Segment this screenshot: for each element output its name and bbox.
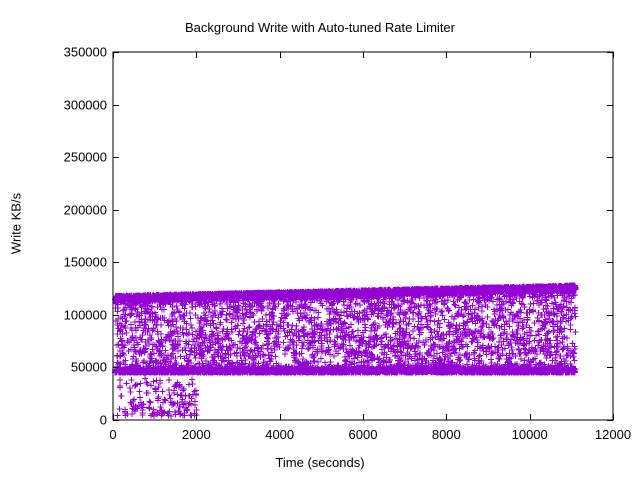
y-tick-label: 350000 — [63, 44, 107, 60]
axis-frame-layer — [112, 51, 614, 421]
x-tick-label: 6000 — [348, 427, 378, 442]
x-tick-label: 0 — [109, 427, 117, 442]
x-axis-title: Time (seconds) — [275, 455, 365, 470]
y-tick-label: 200000 — [63, 202, 107, 218]
scatter-points-layer — [112, 282, 579, 419]
x-tick-label: 2000 — [181, 427, 211, 442]
axis-ticks — [113, 52, 614, 421]
x-tick-label: 12000 — [594, 427, 632, 442]
x-tick-label: 4000 — [265, 427, 295, 442]
y-tick-label: 100000 — [63, 307, 107, 323]
y-tick-label: 0 — [99, 412, 107, 428]
y-tick-label: 50000 — [70, 359, 107, 375]
x-tick-label: 8000 — [431, 427, 461, 442]
x-tick-label: 10000 — [511, 427, 548, 442]
y-tick-label: 300000 — [63, 97, 107, 113]
y-tick-label: 150000 — [63, 254, 107, 270]
chart-title: Background Write with Auto-tuned Rate Li… — [184, 20, 455, 35]
scatter-point-marks — [112, 282, 579, 419]
y-axis-tick-labels: 350000 300000 250000 200000 150000 10000… — [0, 0, 107, 480]
y-tick-label: 250000 — [63, 149, 107, 165]
